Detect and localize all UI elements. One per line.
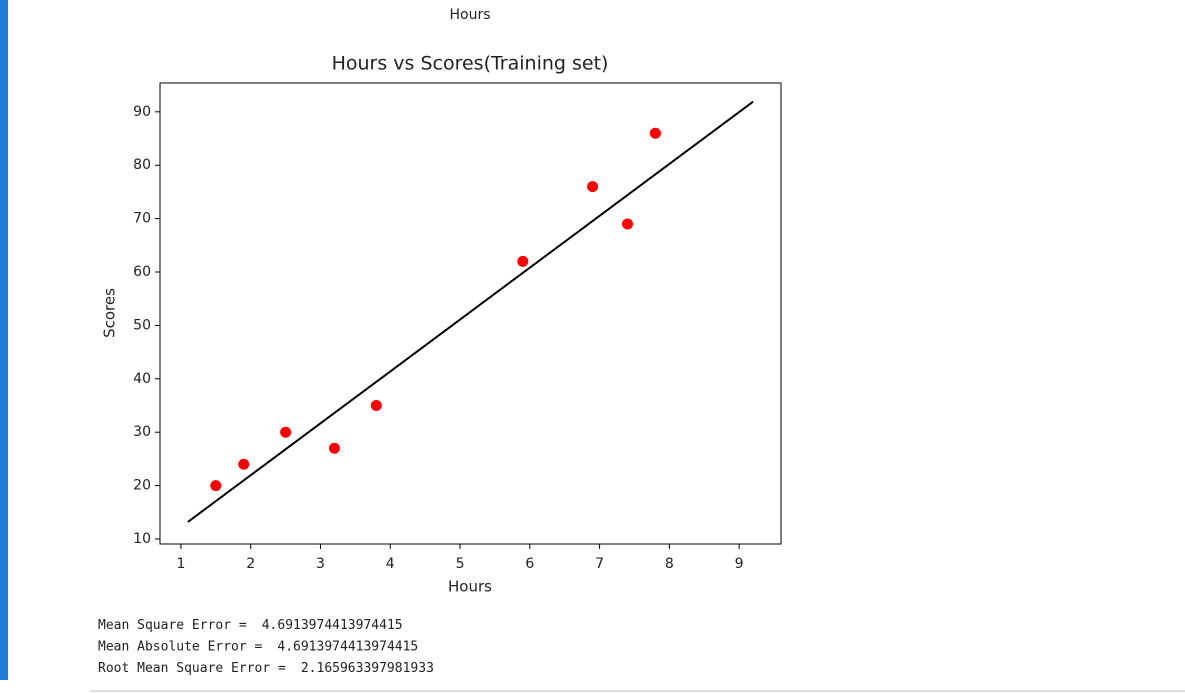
metric-line: Root Mean Square Error = 2.16596339798193… [98, 661, 434, 676]
x-tick-label: 3 [316, 556, 325, 572]
regression-line [187, 100, 754, 523]
x-tick-label: 5 [456, 556, 465, 572]
metric-line: Mean Absolute Error = 4.6913974413974415 [98, 639, 418, 654]
x-tick-label: 4 [386, 556, 395, 572]
y-tick-label: 50 [133, 317, 151, 333]
x-tick-label: 6 [525, 556, 534, 572]
metric-label: Root Mean Square Error = [98, 661, 286, 676]
data-point [621, 218, 633, 230]
y-tick-label: 20 [133, 478, 151, 494]
x-tick-label: 8 [665, 556, 674, 572]
data-point [370, 399, 382, 411]
x-tick-label: 9 [735, 556, 744, 572]
metric-value: 4.6913974413974415 [277, 639, 418, 654]
cell-indicator [0, 0, 8, 680]
data-point [587, 181, 599, 193]
x-axis-label: Hours [448, 578, 492, 596]
data-point [210, 480, 222, 492]
x-tick-label: 1 [176, 556, 185, 572]
data-point [649, 127, 661, 139]
y-axis-label: Scores [101, 288, 119, 338]
metric-line: Mean Square Error = 4.6913974413974415 [98, 618, 403, 633]
data-point [517, 255, 529, 267]
chart-title: Hours vs Scores(Training set) [332, 53, 609, 75]
y-tick-label: 80 [133, 157, 151, 173]
y-tick-label: 40 [133, 371, 151, 387]
data-point [280, 426, 292, 438]
y-tick-label: 30 [133, 424, 151, 440]
metric-value: 2.165963397981933 [301, 661, 434, 676]
plot-frame [159, 82, 782, 545]
y-tick-label: 70 [133, 211, 151, 227]
metric-value: 4.6913974413974415 [262, 618, 403, 633]
metric-label: Mean Absolute Error = [98, 639, 263, 654]
data-point [328, 442, 340, 454]
x-tick-label: 7 [595, 556, 604, 572]
y-tick-label: 60 [133, 264, 151, 280]
metric-label: Mean Square Error = [98, 618, 247, 633]
data-point [238, 458, 250, 470]
y-tick-label: 10 [133, 531, 151, 547]
x-tick-label: 2 [246, 556, 255, 572]
previous-axis-label: Hours [449, 7, 490, 23]
y-tick-label: 90 [133, 104, 151, 120]
